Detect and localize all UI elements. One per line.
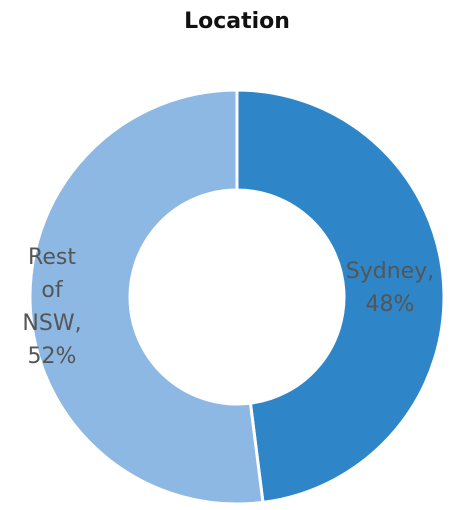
data-label: Sydney, 48% [345,259,435,317]
donut-segment [28,88,265,506]
donut-segment [235,88,446,505]
data-label: Rest of NSW, 52% [22,245,82,369]
chart-title: Location [184,9,290,34]
